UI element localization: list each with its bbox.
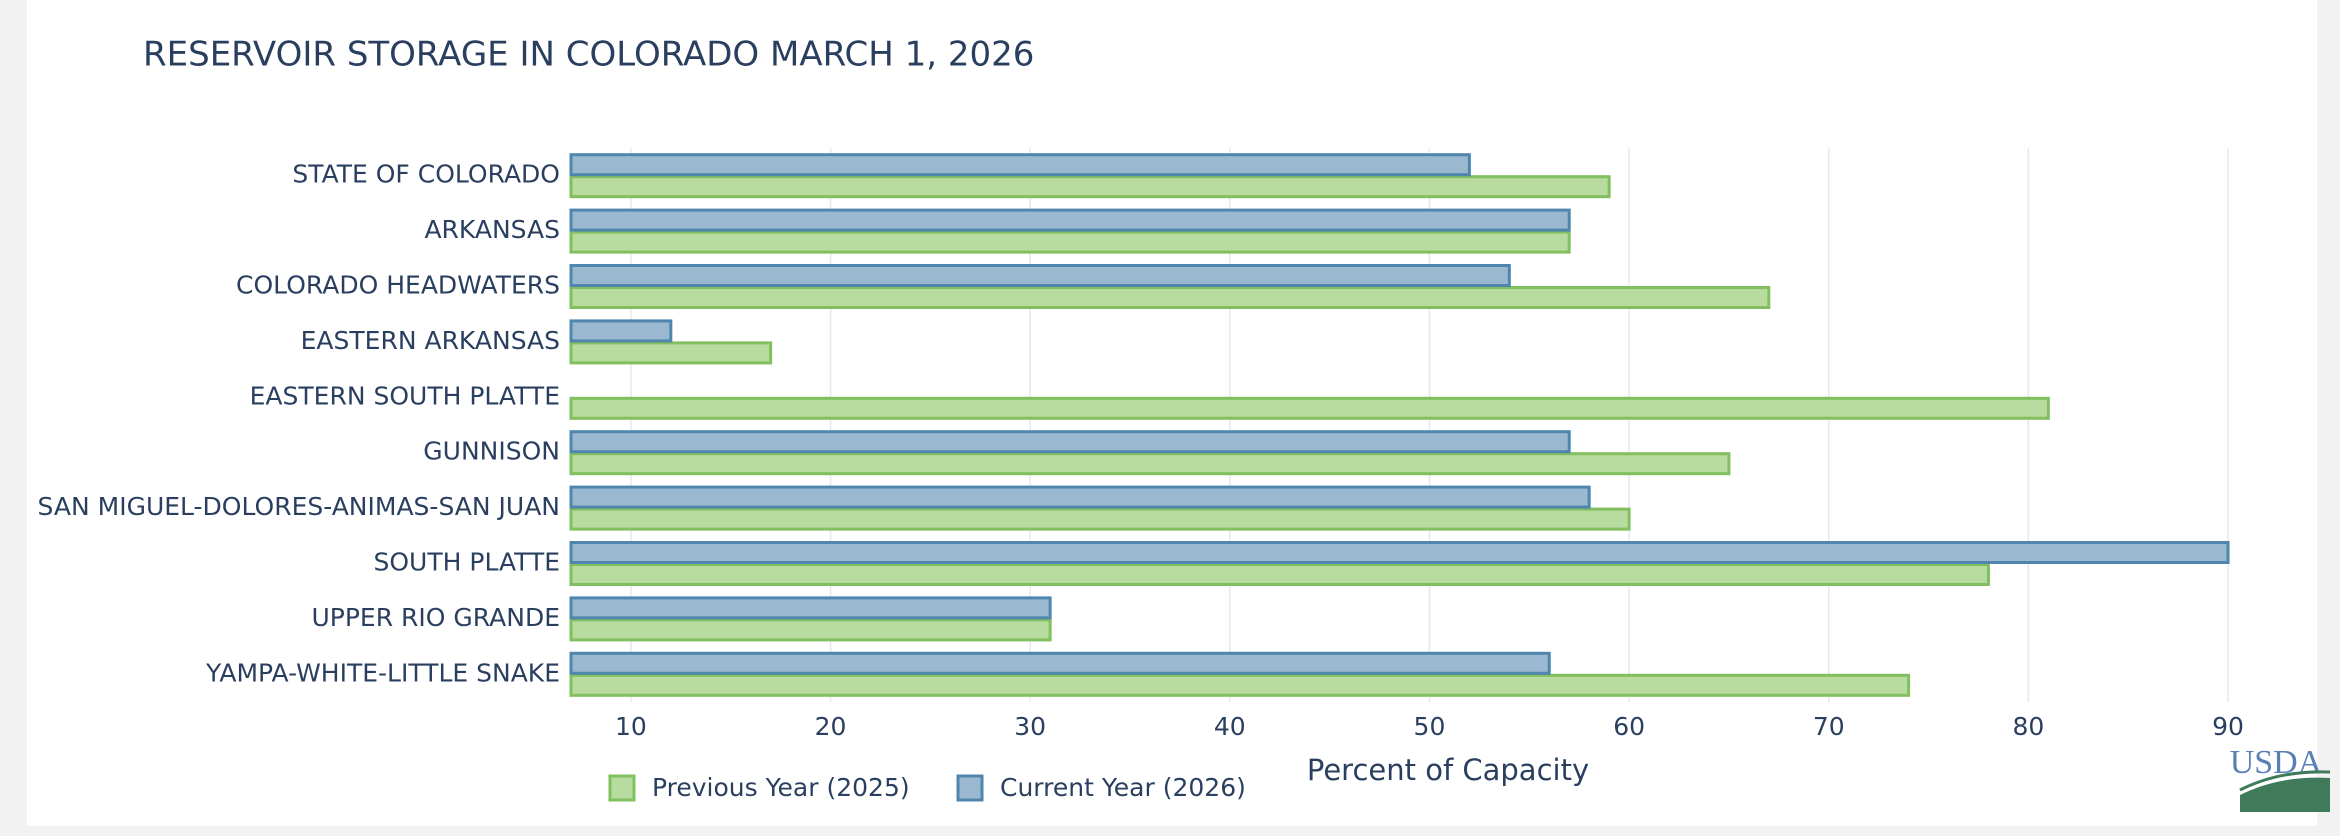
bar <box>569 673 1911 697</box>
bar <box>569 153 1471 177</box>
x-tick-label: 20 <box>815 712 847 741</box>
chart-title: RESERVOIR STORAGE IN COLORADO MARCH 1, 2… <box>143 35 1034 75</box>
x-tick-label: 50 <box>1414 712 1446 741</box>
bar <box>569 319 673 343</box>
x-tick-label: 10 <box>615 712 647 741</box>
bar <box>569 264 1511 287</box>
x-tick-label: 90 <box>2212 712 2244 741</box>
bar <box>569 618 1052 642</box>
y-tick-label: COLORADO HEADWATERS <box>236 271 560 300</box>
legend-label: Current Year (2026) <box>1000 773 1246 802</box>
x-tick-label: 60 <box>1613 712 1645 741</box>
bar <box>569 286 1771 309</box>
legend-swatch <box>608 774 636 802</box>
y-tick-label: YAMPA-WHITE-LITTLE SNAKE <box>205 658 560 687</box>
logo-text: USDA <box>2230 744 2323 781</box>
bar <box>569 485 1591 509</box>
logo-stripe <box>2239 770 2331 792</box>
x-tick-label: 30 <box>1014 712 1046 741</box>
logo: USDA <box>2230 744 2331 812</box>
bar <box>569 651 1551 675</box>
y-tick-label: EASTERN SOUTH PLATTE <box>250 381 560 410</box>
logo-shape <box>2240 777 2330 812</box>
x-axis-title: Percent of Capacity <box>1307 753 1589 787</box>
bar <box>569 563 1990 586</box>
bar <box>569 175 1611 199</box>
bar <box>569 396 2050 420</box>
bar <box>569 230 1571 254</box>
y-tick-label: GUNNISON <box>423 437 560 466</box>
y-tick-label: UPPER RIO GRANDE <box>311 603 560 632</box>
x-tick-label: 70 <box>1813 712 1845 741</box>
x-tick-label: 80 <box>2012 712 2044 741</box>
bar <box>569 452 1731 476</box>
y-tick-label: ARKANSAS <box>424 215 560 244</box>
bar <box>569 507 1631 531</box>
y-tick-label: SAN MIGUEL-DOLORES-ANIMAS-SAN JUAN <box>38 492 560 521</box>
bar <box>569 341 773 365</box>
y-tick-label: STATE OF COLORADO <box>292 160 560 189</box>
bar <box>569 541 2230 564</box>
bar <box>569 596 1052 620</box>
x-tick-label: 40 <box>1214 712 1246 741</box>
y-tick-label: EASTERN ARKANSAS <box>301 326 560 355</box>
bar <box>569 430 1571 454</box>
y-tick-label: SOUTH PLATTE <box>374 548 561 577</box>
legend-label: Previous Year (2025) <box>652 773 910 802</box>
legend-swatch <box>956 774 984 802</box>
bar <box>569 208 1571 232</box>
